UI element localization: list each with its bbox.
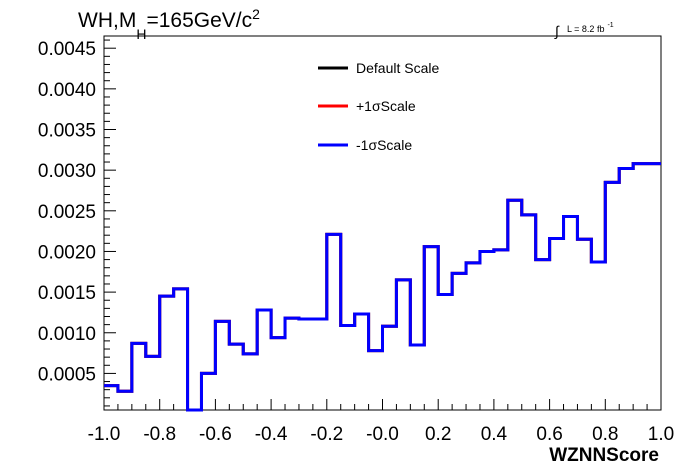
x-tick-label: -1.0 xyxy=(88,424,121,445)
title-value: =165GeV/c xyxy=(146,9,252,32)
luminosity-text: L = 8.2 fb xyxy=(567,24,604,34)
legend: Default Scale +1σScale -1σScale xyxy=(318,60,439,153)
legend-label-minus1sigma: -1σScale xyxy=(356,137,412,153)
luminosity-superscript: -1 xyxy=(607,22,613,29)
title-subscript: H xyxy=(136,26,146,42)
x-axis-ticks: -1.0 -0.8 -0.6 -0.4 -0.2 -0.0 0.2 0.4 0.6 0.8 1.0 xyxy=(88,399,674,445)
x-axis-label: WZNNScore xyxy=(549,445,659,466)
x-tick-label: 0.4 xyxy=(481,424,508,445)
y-tick-label: 0.0045 xyxy=(38,39,96,60)
y-tick-label: 0.0020 xyxy=(38,242,96,263)
y-tick-label: 0.0040 xyxy=(38,80,96,101)
legend-label-plus1sigma: +1σScale xyxy=(356,98,416,114)
x-tick-label: 0.8 xyxy=(592,424,618,445)
y-tick-label: 0.0010 xyxy=(38,324,96,345)
x-tick-label: 0.2 xyxy=(425,424,451,445)
luminosity-label: L = 8.2 fb -1 xyxy=(567,22,614,34)
legend-label-default: Default Scale xyxy=(356,60,439,76)
chart-title: WH,MH=165GeV/c2 xyxy=(78,6,260,42)
x-tick-label: -0.0 xyxy=(366,424,399,445)
y-tick-label: 0.0025 xyxy=(38,202,96,223)
series-line-2 xyxy=(104,162,661,412)
integral-symbol: ∫ xyxy=(554,23,560,39)
y-tick-label: 0.0030 xyxy=(38,161,96,182)
y-tick-label: 0.0005 xyxy=(38,364,96,385)
title-prefix: WH,M xyxy=(78,9,136,32)
histogram-series xyxy=(104,162,661,412)
x-tick-label: -0.8 xyxy=(143,424,176,445)
x-tick-label: -0.4 xyxy=(255,424,288,445)
y-axis-ticks: 0.0005 0.0010 0.0015 0.0020 0.0025 0.0030 0.00… xyxy=(38,39,116,407)
x-tick-label: -0.2 xyxy=(310,424,343,445)
y-tick-label: 0.0015 xyxy=(38,283,96,304)
x-tick-label: -0.6 xyxy=(199,424,232,445)
x-tick-label: 1.0 xyxy=(648,424,674,445)
x-tick-label: 0.6 xyxy=(536,424,562,445)
y-tick-label: 0.0035 xyxy=(38,121,96,142)
title-superscript: 2 xyxy=(252,6,260,22)
